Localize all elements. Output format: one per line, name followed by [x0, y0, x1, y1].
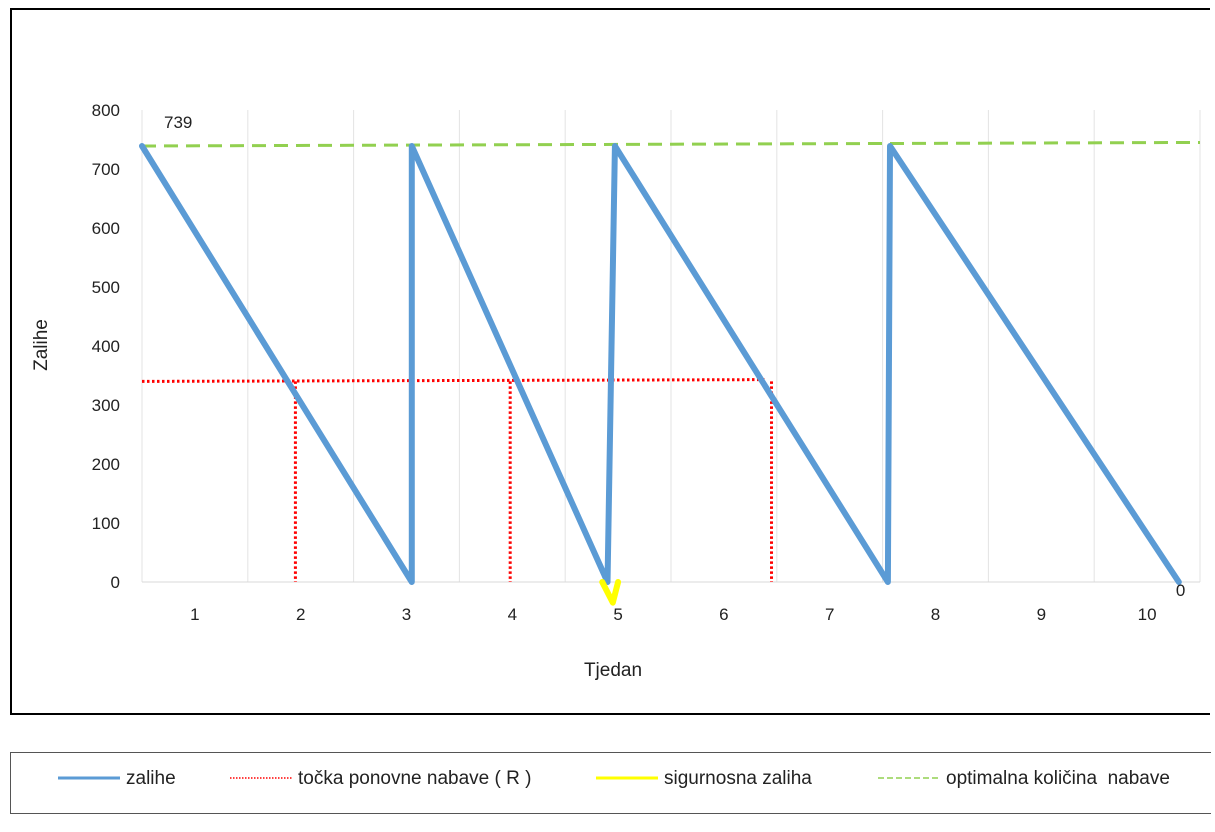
y-tick-label: 400 [92, 337, 120, 356]
x-tick-label: 1 [190, 605, 199, 624]
x-tick-label: 10 [1138, 605, 1157, 624]
chart-area-frame [10, 8, 1210, 715]
y-tick-label: 200 [92, 455, 120, 474]
data-label: 739 [164, 113, 192, 132]
legend-label: točka ponovne nabave ( R ) [298, 768, 531, 789]
data-labels: 739 0 [164, 113, 1185, 600]
x-tick-label: 2 [296, 605, 305, 624]
data-label: 0 [1176, 581, 1185, 600]
x-axis-ticks: 1 2 3 4 5 6 7 8 9 10 [190, 605, 1156, 624]
legend-frame [10, 752, 1211, 814]
x-tick-label: 6 [719, 605, 728, 624]
y-tick-label: 300 [92, 396, 120, 415]
y-axis-ticks: 0 100 200 300 400 500 600 700 800 [92, 101, 120, 592]
y-tick-label: 600 [92, 219, 120, 238]
x-tick-label: 3 [402, 605, 411, 624]
series-optimalna-koli-ina-nabave [141, 140, 1201, 148]
legend-label: optimalna količina nabave [946, 768, 1170, 789]
series-layer [139, 140, 1201, 606]
x-tick-label: 7 [825, 605, 834, 624]
y-axis-title: Zalihe [31, 319, 52, 371]
legend-label: sigurnosna zaliha [664, 768, 812, 789]
y-tick-label: 500 [92, 278, 120, 297]
grid-lines [141, 110, 1201, 583]
x-tick-label: 4 [508, 605, 517, 624]
x-axis-title: Tjedan [584, 660, 642, 681]
y-tick-label: 100 [92, 514, 120, 533]
y-tick-label: 800 [92, 101, 120, 120]
series-to-ka-ponovne-nabave-r [141, 378, 767, 383]
y-tick-label: 700 [92, 160, 120, 179]
x-tick-label: 9 [1037, 605, 1046, 624]
series-zalihe [139, 142, 1182, 585]
series-sigurnosna-zaliha [599, 579, 622, 606]
x-tick-label: 8 [931, 605, 940, 624]
x-tick-label: 5 [613, 605, 622, 624]
y-tick-label: 0 [111, 573, 120, 592]
legend: zalihe točka ponovne nabave ( R ) sigurnos… [58, 768, 1170, 789]
legend-label: zalihe [126, 768, 176, 789]
